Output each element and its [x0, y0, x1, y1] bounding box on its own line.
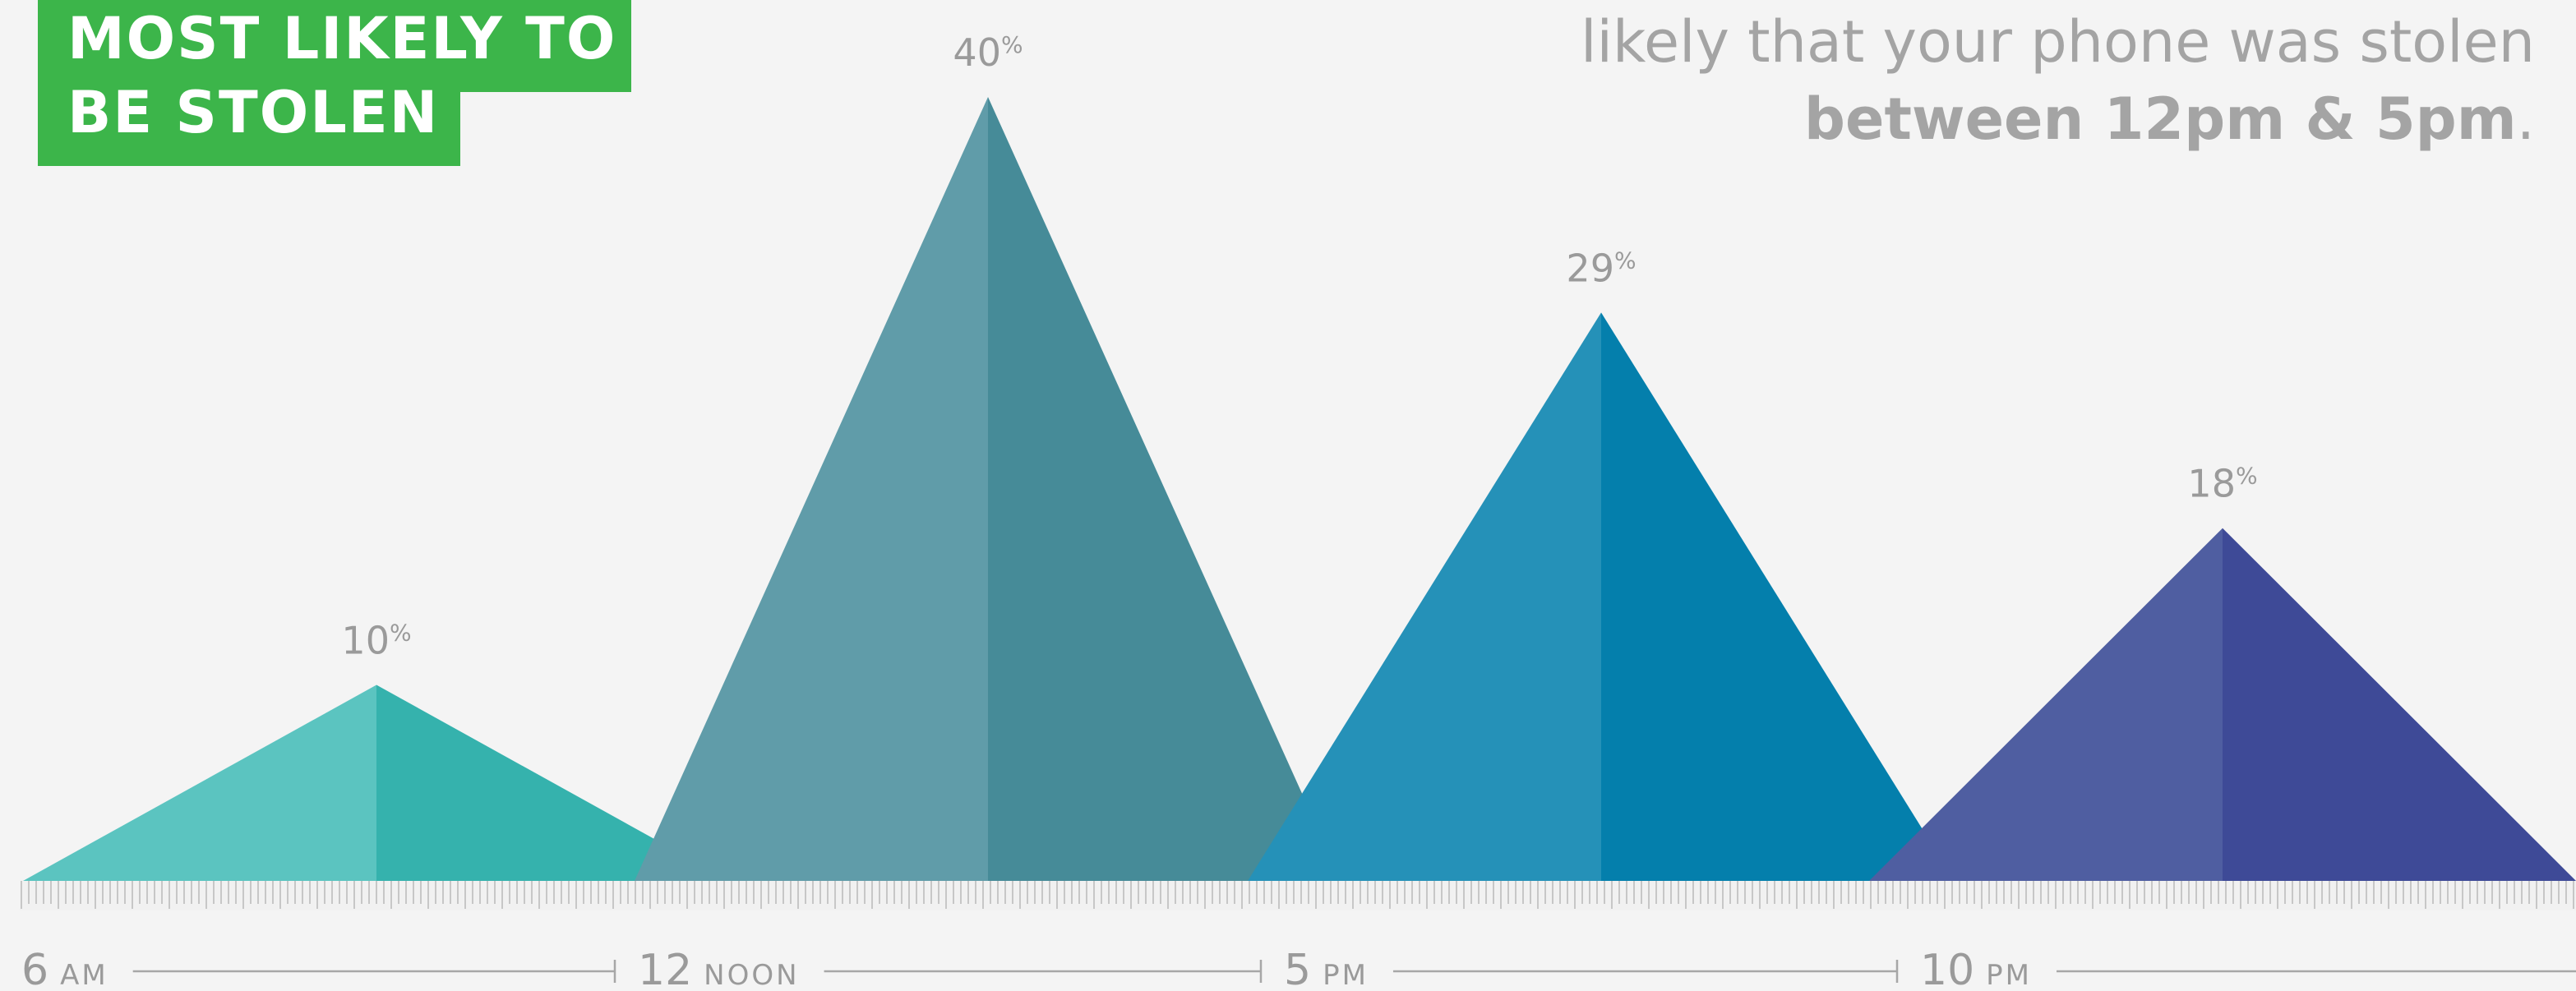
value-number: 40 [953, 30, 1001, 75]
x-tick-label: 5 PM [1284, 946, 1369, 991]
x-tick-suffix: NOON [704, 959, 799, 991]
value-unit: % [2236, 463, 2258, 490]
x-tick-number: 5 [1284, 946, 1311, 991]
time-ruler [20, 881, 2576, 910]
ruler-band [20, 881, 2576, 910]
title-line-1: MOST LIKELY TO [67, 5, 617, 72]
value-label: 29% [1566, 246, 1636, 290]
x-tick-number: 10 [1920, 946, 1974, 991]
x-tick-label: 10 PM [1920, 946, 2032, 991]
title-band-top [38, 0, 631, 92]
value-label: 18% [2187, 462, 2257, 506]
peak-left-face [1248, 312, 1601, 882]
value-unit: % [1614, 247, 1637, 274]
caption-line-1: likely that your phone was stolen [1581, 8, 2535, 76]
peak-40-percent [635, 97, 1341, 881]
x-axis: 6 AM 12 NOON 5 PM 10 PM [21, 946, 2576, 991]
title-line-2: BE STOLEN [67, 79, 440, 146]
x-tick-number: 12 [638, 946, 692, 991]
caption-bold-text: between 12pm & 5pm [1803, 85, 2517, 153]
peak-right-face [988, 97, 1341, 881]
title-band-bottom [38, 92, 460, 166]
caption-line-2: between 12pm & 5pm. [1804, 90, 2535, 148]
value-number: 29 [1566, 246, 1614, 290]
x-tick-label: 12 NOON [638, 946, 800, 991]
peak-left-face [635, 97, 988, 881]
value-number: 18 [2187, 462, 2236, 506]
value-labels: 10%40%29%18% [341, 30, 2257, 663]
peak-right-face [2223, 528, 2576, 881]
x-tick-suffix: PM [1323, 959, 1369, 991]
peak-right-face [376, 684, 730, 881]
chart-peaks [23, 97, 2576, 882]
x-tick-label: 6 AM [21, 946, 108, 991]
value-label: 10% [341, 619, 411, 663]
value-unit: % [1001, 31, 1023, 58]
peak-29-percent [1248, 312, 1955, 882]
value-number: 10 [341, 619, 390, 663]
peak-right-face [1601, 312, 1955, 882]
value-label: 40% [953, 30, 1023, 75]
peak-10-percent [23, 684, 730, 881]
peak-left-face [23, 684, 376, 881]
value-unit: % [390, 620, 412, 647]
x-tick-number: 6 [21, 946, 48, 991]
x-tick-suffix: PM [1986, 959, 2032, 991]
peak-18-percent [1869, 528, 2576, 881]
peak-left-face [1869, 528, 2223, 881]
caption-period: . [2516, 85, 2535, 153]
x-tick-suffix: AM [60, 959, 108, 991]
